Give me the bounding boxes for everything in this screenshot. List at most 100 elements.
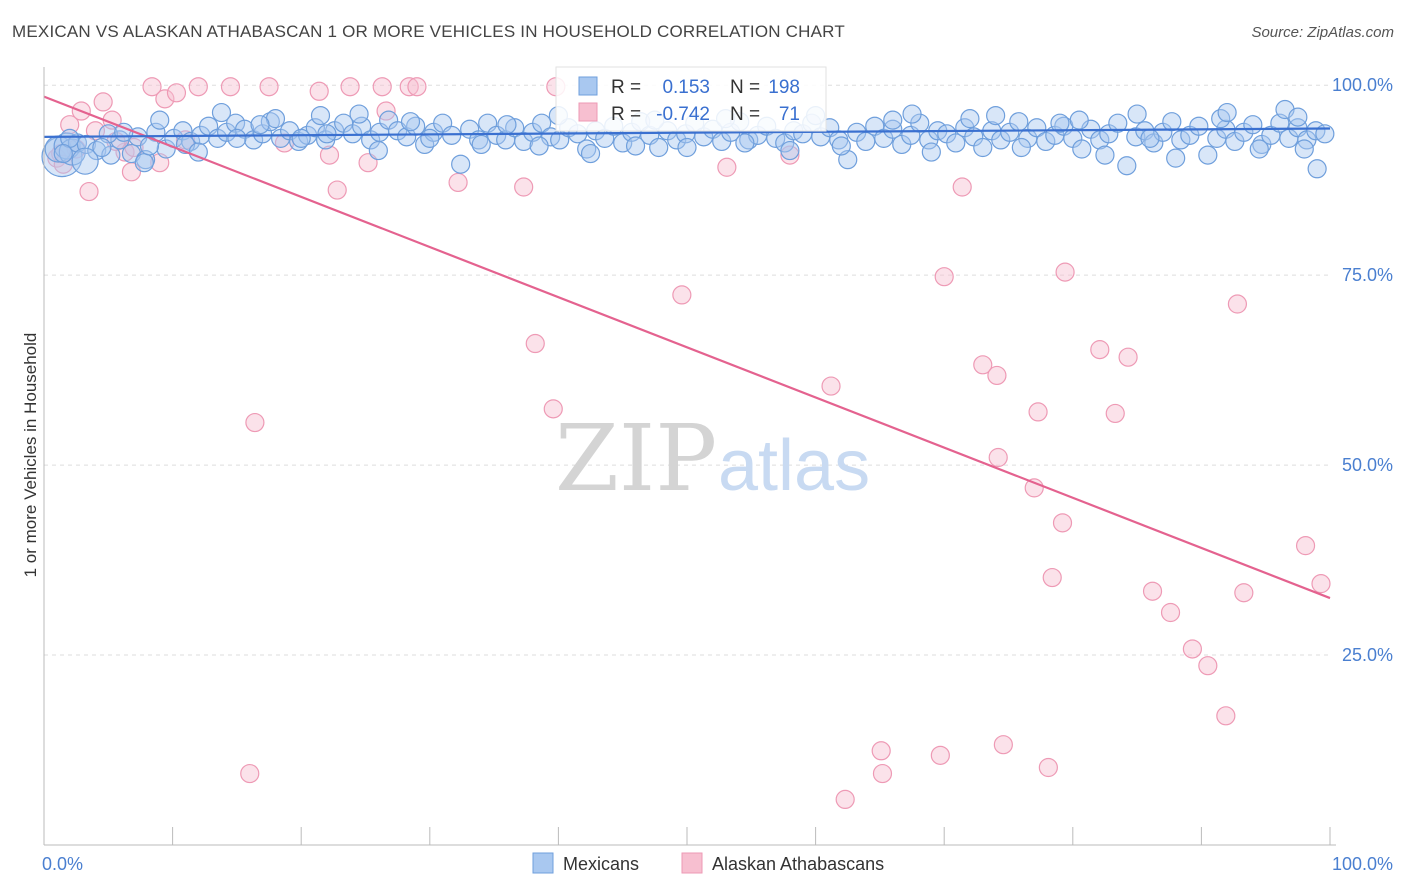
y-axis-label: 1 or more Vehicles in Household — [21, 333, 40, 578]
mexicans-point-110 — [1027, 118, 1047, 138]
legend-swatch-mexicans[interactable] — [532, 852, 554, 874]
mexicans-point-6 — [87, 140, 107, 161]
alaskan-point-34 — [717, 157, 737, 177]
alaskan-point-31 — [543, 399, 563, 419]
legend-label-alaskan[interactable]: Alaskan Athabascans — [712, 854, 884, 874]
alaskan-point-12 — [155, 89, 175, 109]
mexicans-point-194 — [250, 115, 270, 135]
alaskan-point-64 — [1311, 574, 1331, 594]
alaskan-point-17 — [259, 77, 279, 97]
mexicans-point-120 — [1117, 156, 1137, 176]
alaskan-point-51 — [1052, 513, 1073, 533]
alaskan-point-48 — [1028, 402, 1048, 422]
y-tick-label-2: 75.0% — [1342, 265, 1393, 285]
mexicans-point-183 — [400, 112, 421, 132]
mexicans-point-154 — [625, 136, 646, 156]
alaskan-point-54 — [1105, 403, 1125, 424]
mexicans-point-185 — [211, 102, 232, 123]
alaskan-point-52 — [1055, 262, 1075, 282]
mexicans-point-173 — [1217, 102, 1237, 123]
mexicans-point-184 — [310, 105, 331, 126]
mexicans-point-165 — [1127, 104, 1147, 124]
mexicans-point-166 — [1166, 148, 1186, 168]
alaskan-point-53 — [1090, 340, 1110, 360]
mexicans-point-55 — [532, 113, 552, 133]
mexicans-point-161 — [960, 109, 980, 129]
mexicans-point-46 — [451, 154, 471, 174]
y-tick-label-0: 25.0% — [1342, 645, 1393, 665]
alaskan-point-44 — [987, 365, 1007, 386]
alaskan-point-35 — [780, 145, 800, 165]
legend: Mexicans Alaskan Athabascans — [532, 852, 884, 874]
mexicans-point-156 — [735, 133, 755, 153]
stats-swatch-mexicans — [578, 76, 598, 96]
mexicans-point-143 — [71, 147, 99, 175]
mexicans-point-193 — [188, 142, 208, 162]
mexicans-point-196 — [349, 104, 369, 124]
alaskan-point-20 — [319, 145, 340, 165]
watermark-atlas: atlas — [718, 426, 870, 506]
mexicans-point-164 — [1095, 145, 1115, 165]
alaskan-point-24 — [372, 77, 392, 97]
mexicans-trend-line — [43, 127, 1331, 138]
mexicans-point-195 — [291, 128, 311, 148]
mexicans-point-148 — [317, 124, 337, 144]
mexicans-point-52 — [505, 118, 525, 138]
mexicans-point-146 — [227, 128, 247, 148]
alaskan-point-63 — [1295, 536, 1316, 556]
alaskan-point-62 — [1234, 583, 1254, 603]
alaskan-point-42 — [952, 177, 972, 197]
watermark-zip: ZIP — [555, 405, 717, 512]
mexicans-point-125 — [1162, 112, 1182, 132]
mexicans-point-160 — [921, 142, 941, 162]
mexicans-point-190 — [92, 137, 112, 158]
alaskan-point-37 — [835, 789, 855, 810]
tick-labels: 25.0% 50.0% 75.0% 100.0% 0.0% 100.0% — [42, 75, 1393, 874]
alaskan-point-40 — [930, 745, 950, 765]
alaskan-point-16 — [245, 412, 265, 433]
alaskan-point-19 — [309, 81, 329, 101]
mexicans-point-119 — [1108, 113, 1128, 133]
mexicans-point-174 — [1140, 128, 1160, 148]
mexicans-point-170 — [1288, 107, 1308, 127]
alaskan-point-58 — [1182, 639, 1202, 659]
alaskan-point-22 — [340, 77, 360, 97]
alaskan-point-27 — [407, 77, 427, 97]
y-tick-label-3: 100.0% — [1332, 75, 1393, 95]
x-tick-label-0: 0.0% — [42, 854, 83, 874]
mexicans-point-129 — [1198, 145, 1218, 165]
mexicans-point-171 — [1294, 139, 1314, 159]
alaskan-point-65 — [240, 763, 260, 784]
alaskan-point-26 — [399, 77, 419, 97]
stats-r-value-mexicans: 0.153 — [662, 77, 710, 98]
alaskan-point-36 — [821, 376, 841, 396]
alaskan-point-57 — [1160, 602, 1181, 623]
alaskan-point-43 — [973, 355, 993, 375]
alaskan-point-15 — [220, 77, 241, 97]
legend-label-mexicans[interactable]: Mexicans — [563, 854, 639, 874]
mexicans-point-163 — [1050, 113, 1070, 133]
alaskan-point-33 — [672, 285, 692, 305]
mexicans-point-159 — [883, 110, 903, 130]
stats-n-label-alaskan: N = — [730, 104, 760, 125]
x-tick-label-1: 100.0% — [1332, 854, 1393, 874]
alaskan-point-41 — [934, 267, 954, 287]
mexicans-point-155 — [677, 137, 697, 158]
mexicans-point-151 — [471, 134, 491, 155]
mexicans-point-158 — [831, 136, 851, 156]
alaskan-point-29 — [514, 177, 534, 197]
y-tick-label-1: 50.0% — [1342, 455, 1393, 475]
mexicans-point-108 — [1009, 112, 1029, 132]
chart-source: Source: ZipAtlas.com — [1251, 24, 1394, 41]
mexicans-point-149 — [368, 140, 388, 161]
alaskan-point-56 — [1142, 581, 1163, 601]
alaskan-trend-line — [43, 95, 1331, 600]
mexicans-point-189 — [53, 143, 73, 164]
mexicans-point-152 — [529, 136, 549, 156]
stats-r-value-alaskan: -0.742 — [656, 104, 710, 125]
alaskan-point-21 — [327, 180, 347, 200]
mexicans-point-177 — [902, 104, 922, 124]
legend-swatch-alaskan[interactable] — [681, 852, 703, 874]
alaskan-point-55 — [1118, 347, 1138, 367]
alaskan-point-13 — [166, 83, 187, 103]
